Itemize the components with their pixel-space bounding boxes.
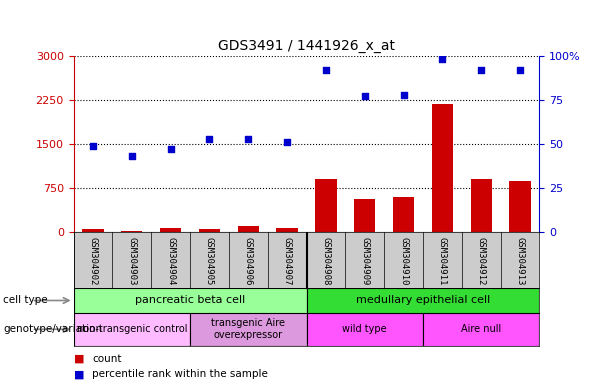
Point	[166, 146, 175, 152]
Text: GSM304903: GSM304903	[128, 237, 136, 285]
Text: ■: ■	[74, 354, 84, 364]
Bar	[315, 179, 337, 232]
Text: GSM304913: GSM304913	[516, 237, 525, 285]
Bar	[471, 179, 492, 232]
Text: medullary epithelial cell: medullary epithelial cell	[356, 295, 490, 306]
Text: GSM304905: GSM304905	[205, 237, 214, 285]
Text: Aire null: Aire null	[461, 324, 501, 334]
Bar	[160, 228, 181, 232]
Bar	[354, 199, 375, 232]
Text: GSM304912: GSM304912	[477, 237, 485, 285]
Text: GSM304904: GSM304904	[166, 237, 175, 285]
Point	[243, 136, 253, 142]
Point	[205, 136, 215, 142]
Bar	[74, 313, 190, 346]
Bar	[121, 231, 142, 232]
Text: percentile rank within the sample: percentile rank within the sample	[92, 369, 268, 379]
Text: genotype/variation: genotype/variation	[3, 324, 102, 334]
Bar	[432, 104, 453, 232]
Point	[476, 67, 486, 73]
Text: GSM304909: GSM304909	[360, 237, 369, 285]
Text: non-transgenic control: non-transgenic control	[77, 324, 187, 334]
Text: pancreatic beta cell: pancreatic beta cell	[135, 295, 245, 306]
Point	[127, 153, 137, 159]
Text: wild type: wild type	[343, 324, 387, 334]
Point	[360, 93, 370, 99]
Text: GSM304907: GSM304907	[283, 237, 292, 285]
Point	[438, 56, 447, 62]
Text: GSM304902: GSM304902	[88, 237, 97, 285]
Bar	[190, 313, 306, 346]
Point	[88, 143, 98, 149]
Text: GSM304911: GSM304911	[438, 237, 447, 285]
Bar	[306, 288, 539, 313]
Point	[515, 67, 525, 73]
Text: GSM304906: GSM304906	[244, 237, 253, 285]
Point	[321, 67, 331, 73]
Text: GSM304908: GSM304908	[321, 237, 330, 285]
Bar	[82, 229, 104, 232]
Point	[398, 91, 408, 98]
Bar	[306, 313, 423, 346]
Point	[282, 139, 292, 145]
Title: GDS3491 / 1441926_x_at: GDS3491 / 1441926_x_at	[218, 39, 395, 53]
Bar	[509, 181, 531, 232]
Bar	[393, 197, 414, 232]
Bar	[276, 228, 298, 232]
Text: transgenic Aire
overexpressor: transgenic Aire overexpressor	[211, 318, 285, 340]
Text: ■: ■	[74, 369, 84, 379]
Text: GSM304910: GSM304910	[399, 237, 408, 285]
Bar	[74, 288, 306, 313]
Text: cell type: cell type	[3, 295, 48, 306]
Bar	[238, 227, 259, 232]
Bar	[423, 313, 539, 346]
Bar	[199, 229, 220, 232]
Text: count: count	[92, 354, 121, 364]
